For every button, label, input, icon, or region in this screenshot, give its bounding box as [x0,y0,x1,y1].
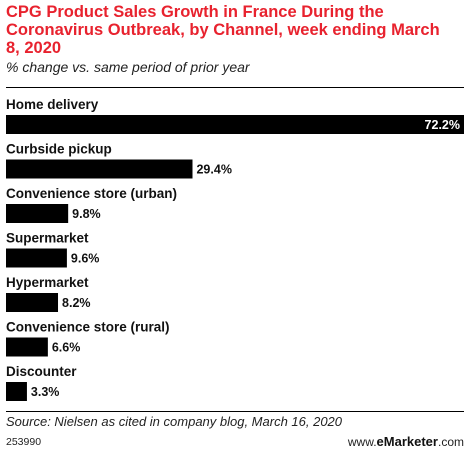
value-label-convenience-store-urban: 9.8% [72,207,101,221]
bar-discounter [6,382,27,401]
chart-title: CPG Product Sales Growth in France Durin… [6,3,440,57]
brand-suffix: .com [437,435,464,449]
bar-convenience-store-urban [6,204,69,223]
top-divider [6,87,464,88]
bottom-divider [6,411,464,412]
brand-name: eMarketer [376,434,438,449]
bar-hypermarket [6,293,59,312]
category-label-curbside-pickup: Curbside pickup [6,142,112,157]
value-label-supermarket: 9.6% [71,252,100,266]
bar-curbside-pickup [6,159,193,179]
category-label-discounter: Discounter [6,364,77,379]
category-label-convenience-store-urban: Convenience store (urban) [6,186,177,201]
source-note: Source: Nielsen as cited in company blog… [6,414,343,429]
brand-prefix: www. [347,435,377,449]
bar-chart: Home delivery 72.2% Curbside pickup 29.4% Co… [6,97,464,401]
value-label-discounter: 3.3% [31,385,60,399]
value-label-home-delivery: 72.2% [425,118,460,132]
brand-logo: www.eMarketer.com [348,434,464,449]
bar-supermarket [6,248,67,268]
chart-id: 253990 [6,436,42,448]
value-label-curbside-pickup: 29.4% [196,163,231,177]
category-label-hypermarket: Hypermarket [6,275,89,290]
bar-convenience-store-rural [6,337,48,357]
chart-subtitle: % change vs. same period of prior year [6,59,250,75]
value-label-hypermarket: 8.2% [62,296,90,310]
value-label-convenience-store-rural: 6.6% [52,341,81,355]
bar-home-delivery [6,115,464,134]
category-label-convenience-store-rural: Convenience store (rural) [6,320,170,335]
category-label-home-delivery: Home delivery [6,97,99,112]
category-label-supermarket: Supermarket [6,231,89,246]
